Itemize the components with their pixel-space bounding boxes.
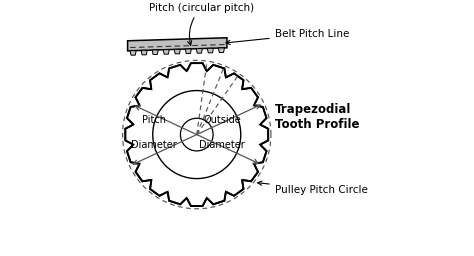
Polygon shape <box>163 50 169 54</box>
Polygon shape <box>130 51 136 55</box>
Polygon shape <box>141 50 147 55</box>
Polygon shape <box>174 49 180 54</box>
Text: Tooth Profile: Tooth Profile <box>275 118 359 131</box>
Text: Belt Pitch Line: Belt Pitch Line <box>226 29 349 45</box>
Text: Pitch (circular pitch): Pitch (circular pitch) <box>149 3 255 45</box>
Text: Diameter: Diameter <box>199 140 245 150</box>
Polygon shape <box>152 50 158 55</box>
Polygon shape <box>219 48 225 52</box>
Polygon shape <box>196 49 202 53</box>
Polygon shape <box>125 63 268 206</box>
Text: Diameter: Diameter <box>131 140 177 150</box>
Polygon shape <box>185 49 191 54</box>
Text: Outside: Outside <box>203 114 241 124</box>
Text: Trapezodial: Trapezodial <box>275 103 351 116</box>
Polygon shape <box>207 48 213 53</box>
Text: Pulley Pitch Circle: Pulley Pitch Circle <box>257 181 368 195</box>
Polygon shape <box>128 38 227 51</box>
Text: Pitch: Pitch <box>142 114 166 124</box>
Circle shape <box>133 70 261 199</box>
